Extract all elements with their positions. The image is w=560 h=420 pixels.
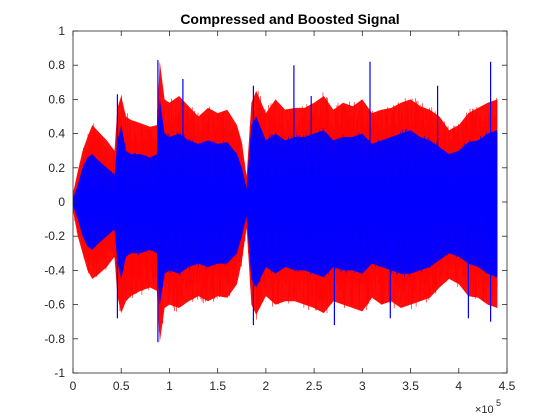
axes-layer: 0 0.5 1 1.5 2 2.5 3 3.5 4 4.5 -1 -0.8 -0.6 -0.4 -0.2 0 0…	[44, 24, 515, 393]
y-tick-label: 0.8	[48, 58, 65, 72]
x-tick-label: 3.5	[402, 379, 419, 393]
x-exponent-power: 5	[496, 398, 501, 408]
x-tick-label: 2.5	[306, 379, 323, 393]
y-tick-label: 1	[58, 24, 65, 38]
y-tick-label: -0.2	[44, 229, 65, 243]
y-tick-label: -0.4	[44, 263, 65, 277]
y-tick-label: 0.6	[48, 92, 65, 106]
x-tick-label: 0	[70, 379, 77, 393]
chart-title: Compressed and Boosted Signal	[180, 11, 399, 27]
y-tick-label: 0.2	[48, 161, 65, 175]
x-exponent-base: ×10	[475, 404, 494, 416]
y-tick-label: -0.8	[44, 332, 65, 346]
x-tick-label: 1	[166, 379, 173, 393]
x-tick-label: 1.5	[209, 379, 226, 393]
x-tick-label: 3	[359, 379, 366, 393]
x-tick-label: 4.5	[499, 379, 516, 393]
x-tick-label: 2	[263, 379, 270, 393]
x-tick-label: 0.5	[113, 379, 130, 393]
y-tick-label: -1	[54, 366, 65, 380]
y-tick-label: -0.6	[44, 298, 65, 312]
y-tick-label: 0.4	[48, 127, 65, 141]
series-layer	[73, 60, 498, 343]
y-tick-label: 0	[58, 195, 65, 209]
series-1-trace	[73, 119, 498, 288]
x-tick-label: 4	[455, 379, 462, 393]
